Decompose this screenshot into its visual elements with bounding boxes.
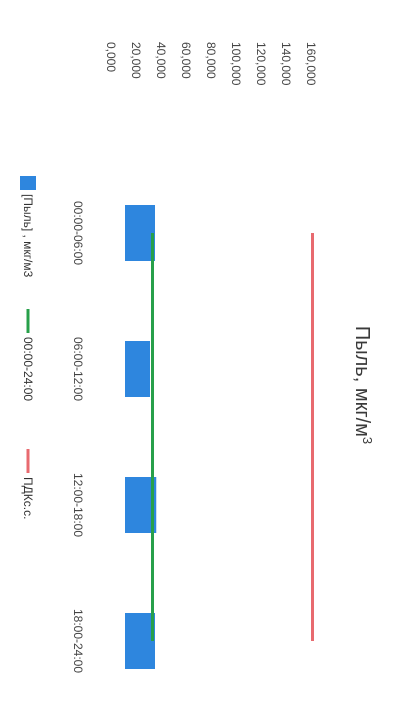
- y-tick-label: 40,000: [154, 42, 168, 79]
- legend-label: [Пыль] , мкг/м3: [21, 194, 35, 278]
- y-tick-label: 0,000: [104, 42, 118, 72]
- y-tick-label: 140,000: [279, 42, 293, 86]
- y-tick-label: 100,000: [229, 42, 243, 86]
- x-tick-label: 06:00-12:00: [71, 337, 85, 401]
- legend: [Пыль] , мкг/м3 00:00-24:00 ПДКс.с.: [20, 176, 36, 519]
- bar: [125, 613, 155, 669]
- bar: [125, 205, 155, 261]
- x-tick-label: 18:00-24:00: [71, 609, 85, 673]
- chart-title-superscript: 3: [361, 437, 376, 444]
- x-tick-label: 12:00-18:00: [71, 473, 85, 537]
- legend-label: 00:00-24:00: [21, 337, 35, 401]
- x-tick-label: 00:00-06:00: [71, 201, 85, 265]
- chart-title-group: Пыль, мкг/м3: [351, 326, 376, 444]
- y-tick-label: 120,000: [254, 42, 268, 86]
- chart-title: Пыль, мкг/м3: [351, 326, 376, 444]
- chart-title-main: Пыль, мкг/м: [351, 326, 373, 437]
- line-series: [151, 233, 314, 641]
- bar: [125, 341, 150, 397]
- y-tick-label: 80,000: [204, 42, 218, 79]
- y-tick-label: 160,000: [304, 42, 318, 86]
- y-axis-ticks: 0,000 20,000 40,000 60,000 80,000 100,000 120,…: [104, 42, 318, 86]
- y-tick-label: 20,000: [129, 42, 143, 79]
- x-axis-ticks: 00:00-06:00 06:00-12:00 12:00-18:00 18:00-2…: [71, 201, 85, 673]
- legend-label: ПДКс.с.: [21, 477, 35, 519]
- legend-swatch-bar: [20, 176, 36, 190]
- y-tick-label: 60,000: [179, 42, 193, 79]
